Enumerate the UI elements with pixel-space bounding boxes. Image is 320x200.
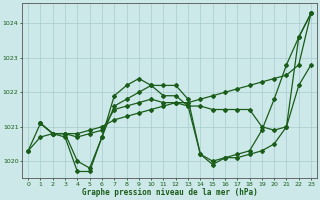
X-axis label: Graphe pression niveau de la mer (hPa): Graphe pression niveau de la mer (hPa) — [82, 188, 258, 197]
